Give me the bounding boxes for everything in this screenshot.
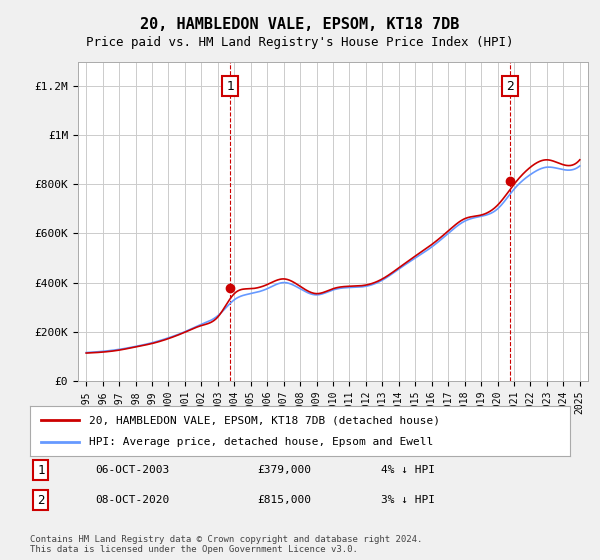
Text: £379,000: £379,000 [257, 465, 311, 475]
Text: 3% ↓ HPI: 3% ↓ HPI [381, 495, 435, 505]
Text: 4% ↓ HPI: 4% ↓ HPI [381, 465, 435, 475]
Text: 2: 2 [37, 494, 44, 507]
Text: 06-OCT-2003: 06-OCT-2003 [95, 465, 169, 475]
Text: HPI: Average price, detached house, Epsom and Ewell: HPI: Average price, detached house, Epso… [89, 437, 434, 447]
Text: £815,000: £815,000 [257, 495, 311, 505]
Text: 08-OCT-2020: 08-OCT-2020 [95, 495, 169, 505]
Text: 1: 1 [37, 464, 44, 477]
Text: Contains HM Land Registry data © Crown copyright and database right 2024.
This d: Contains HM Land Registry data © Crown c… [30, 535, 422, 554]
Text: 2: 2 [506, 80, 514, 92]
Text: Price paid vs. HM Land Registry's House Price Index (HPI): Price paid vs. HM Land Registry's House … [86, 36, 514, 49]
Text: 20, HAMBLEDON VALE, EPSOM, KT18 7DB (detached house): 20, HAMBLEDON VALE, EPSOM, KT18 7DB (det… [89, 415, 440, 425]
Text: 1: 1 [226, 80, 234, 92]
Text: 20, HAMBLEDON VALE, EPSOM, KT18 7DB: 20, HAMBLEDON VALE, EPSOM, KT18 7DB [140, 17, 460, 32]
